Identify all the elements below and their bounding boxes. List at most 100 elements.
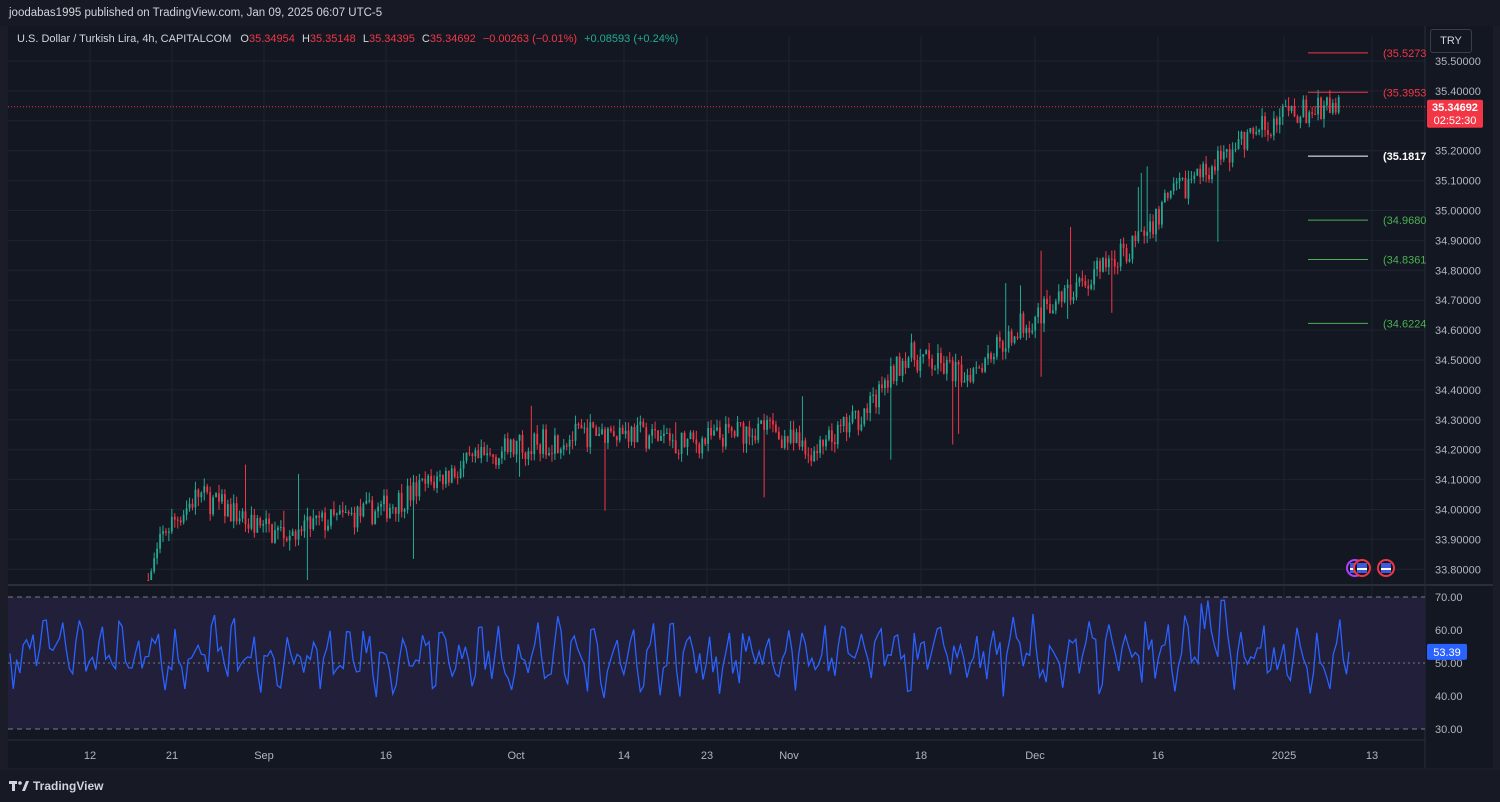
candle xyxy=(1328,90,1331,114)
candle xyxy=(1113,250,1116,275)
candle xyxy=(845,413,848,442)
candle xyxy=(1019,285,1022,340)
candle xyxy=(247,518,250,534)
candle xyxy=(1331,99,1334,115)
candle xyxy=(486,444,489,462)
y-tick-label: 35.50000 xyxy=(1435,56,1481,68)
candle xyxy=(350,507,353,516)
candle xyxy=(975,361,978,374)
candle xyxy=(1099,258,1101,280)
candle xyxy=(1270,133,1272,139)
candle xyxy=(1228,143,1231,172)
candle xyxy=(1119,238,1122,272)
y-tick-label: 34.40000 xyxy=(1435,385,1481,397)
candle xyxy=(1087,279,1090,296)
candle xyxy=(683,430,686,448)
candle xyxy=(1054,298,1057,315)
candle xyxy=(271,523,273,544)
candle xyxy=(559,447,562,460)
candle xyxy=(268,513,270,533)
rsi-tick-label: 50.00 xyxy=(1435,658,1463,670)
candle xyxy=(427,473,430,488)
y-tick-label: 34.70000 xyxy=(1435,295,1481,307)
candle xyxy=(615,435,618,447)
candle xyxy=(309,515,312,537)
candle xyxy=(498,457,500,469)
candle xyxy=(1025,324,1028,341)
candle xyxy=(176,516,179,529)
candle xyxy=(215,492,217,498)
candle xyxy=(489,447,491,457)
candle xyxy=(1184,170,1187,199)
candle xyxy=(347,509,350,516)
countdown-text: 02:52:30 xyxy=(1434,115,1477,127)
candle xyxy=(403,507,406,519)
candle xyxy=(1264,112,1266,137)
candle xyxy=(889,357,892,460)
candle xyxy=(707,421,710,452)
candle xyxy=(607,427,609,450)
candle xyxy=(745,426,748,453)
candle xyxy=(159,526,161,554)
candle xyxy=(1258,128,1261,136)
candle xyxy=(377,502,380,518)
event-flag-icon[interactable] xyxy=(1377,559,1395,577)
y-tick-label: 34.30000 xyxy=(1435,415,1481,427)
candle xyxy=(150,568,153,580)
candle xyxy=(1037,303,1040,324)
candle xyxy=(598,426,601,437)
candle xyxy=(651,423,654,444)
candle xyxy=(200,491,203,503)
level-label: (35.3953 xyxy=(1383,87,1426,99)
candle xyxy=(1231,142,1234,168)
candle xyxy=(948,352,951,364)
candle xyxy=(359,498,362,523)
candle xyxy=(262,520,265,533)
candle xyxy=(595,424,598,436)
candle xyxy=(736,415,739,438)
candle xyxy=(1261,108,1263,138)
candle xyxy=(447,470,450,486)
currency-button[interactable]: TRY xyxy=(1430,29,1472,53)
candle xyxy=(223,489,226,524)
y-tick-label: 34.80000 xyxy=(1435,265,1481,277)
candle xyxy=(639,415,642,433)
candle xyxy=(179,516,182,526)
candle xyxy=(530,405,533,461)
candle xyxy=(1267,121,1269,142)
candle xyxy=(984,356,987,374)
candle xyxy=(285,536,288,543)
candle xyxy=(1187,170,1190,205)
candle xyxy=(1072,291,1075,304)
candle xyxy=(795,428,798,444)
candle xyxy=(167,527,170,542)
candle xyxy=(238,510,241,525)
candle xyxy=(1131,235,1134,264)
y-tick-label: 35.10000 xyxy=(1435,176,1481,188)
candle xyxy=(235,496,238,525)
candle xyxy=(990,351,992,363)
candle xyxy=(828,426,830,442)
candle xyxy=(786,435,789,451)
tradingview-logo[interactable]: TradingView xyxy=(9,778,103,794)
candle xyxy=(1031,323,1034,335)
candle xyxy=(842,416,845,433)
candle xyxy=(545,424,547,459)
candle xyxy=(1034,315,1037,338)
y-tick-label: 35.00000 xyxy=(1435,206,1481,218)
candle xyxy=(415,475,418,505)
candle xyxy=(495,454,497,469)
symbol-name[interactable]: U.S. Dollar / Turkish Lira, 4h, CAPITALC… xyxy=(17,33,232,45)
candle xyxy=(1302,95,1305,118)
close-label: C xyxy=(421,33,430,45)
candle xyxy=(512,438,515,458)
candle xyxy=(556,434,559,454)
candle xyxy=(757,417,760,444)
event-flag-icon[interactable] xyxy=(1353,559,1371,577)
candle xyxy=(335,512,338,521)
close-value: 35.34692 xyxy=(429,33,476,45)
candle xyxy=(633,423,636,448)
candle xyxy=(904,352,907,375)
candle xyxy=(966,368,969,388)
